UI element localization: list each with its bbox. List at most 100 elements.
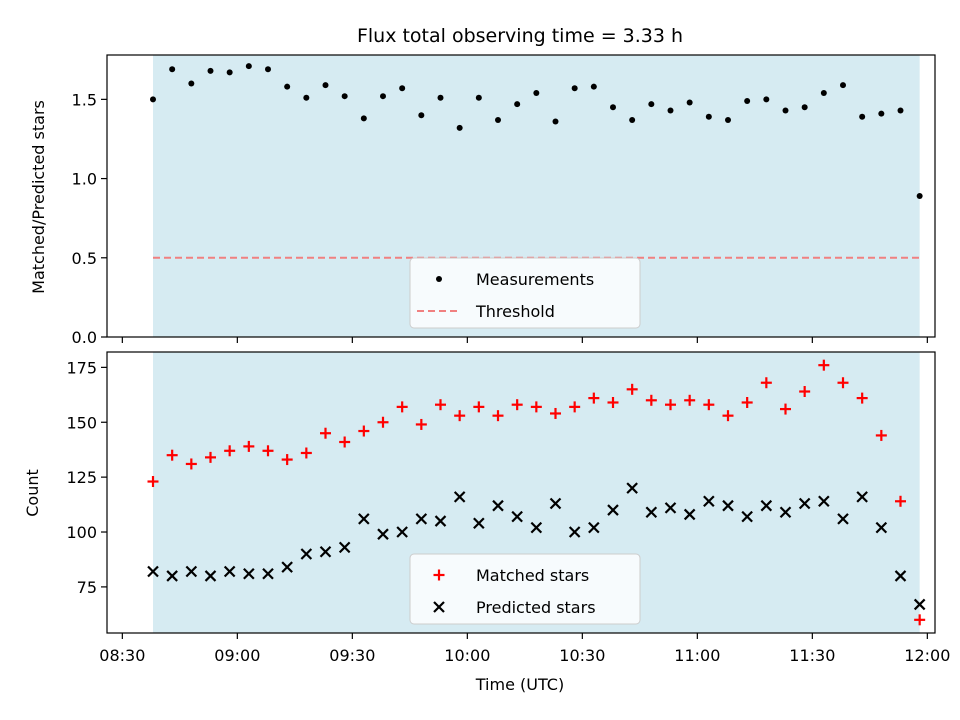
matched-star-point (703, 399, 715, 411)
legend-item: Threshold (417, 302, 555, 321)
predicted-star-point (588, 521, 600, 534)
axes-frame (106, 54, 936, 338)
measurement-point (648, 101, 655, 108)
measurement-point (590, 83, 597, 90)
bottom-panel-counts: 75 100 125 150 175 08:30 09:00 09:30 10:00 10:30 1… (66, 351, 950, 665)
measurement-point (629, 116, 636, 123)
matched-star-point (262, 445, 274, 457)
matched-star-point (607, 396, 619, 408)
x-tick-label: 09:30 (329, 646, 375, 665)
matched-star-point (895, 495, 906, 507)
y-tick-label: 75 (77, 578, 97, 597)
predicted-star-point (166, 570, 178, 582)
matched-star-point (377, 416, 389, 428)
legend-dot-marker (436, 276, 442, 282)
matched-star-point (435, 399, 446, 411)
measurement-point (226, 69, 233, 76)
y-tick-label: 100 (66, 523, 97, 542)
predicted-star-point (703, 495, 715, 508)
measurement-point (284, 83, 291, 90)
matched-star-point (530, 401, 542, 413)
measurement-point (475, 94, 482, 101)
matched-star-point (645, 394, 657, 406)
matched-star-point (837, 377, 849, 389)
legend-x-marker (433, 601, 445, 613)
matched-star-point (415, 418, 427, 430)
predicted-star-point (626, 482, 638, 494)
measurement-point (820, 90, 827, 97)
matched-star-point (320, 427, 331, 439)
measurement-point (418, 112, 425, 119)
matched-star-point (626, 383, 638, 395)
predicted-star-point (568, 526, 581, 538)
measurement-point (380, 93, 386, 100)
matched-star-point (454, 410, 466, 422)
matched-star-point (339, 436, 351, 448)
predicted-star-point (415, 513, 428, 525)
measurement-point (207, 67, 214, 74)
predicted-star-point (319, 545, 332, 558)
measurement-point (878, 110, 885, 117)
predicted-star-point (664, 502, 677, 514)
measurement-point (514, 101, 521, 108)
matched-star-point (569, 401, 581, 413)
measurement-point (322, 82, 329, 89)
predicted-star-point (281, 561, 293, 573)
predicted-star-point (223, 565, 236, 578)
matched-star-point (722, 410, 734, 422)
top-y-axis-label: Matched/Predicted stars (29, 100, 48, 294)
measurement-point (245, 63, 252, 70)
measurement-point (610, 104, 616, 111)
matched-star-point (300, 447, 312, 459)
legend-label: Threshold (475, 302, 555, 321)
measurement-point (571, 85, 578, 92)
predicted-star-point (300, 548, 313, 560)
matched-star-point (760, 377, 772, 389)
matched-star-point (684, 394, 696, 406)
measurement-point (840, 82, 846, 89)
matched-star-point (588, 392, 600, 404)
matched-star-point (396, 401, 408, 413)
measurement-point (360, 115, 367, 122)
matched-star-point (665, 399, 676, 411)
matched-star-point (741, 396, 753, 408)
legend: Matched stars Predicted stars (409, 553, 641, 625)
x-tick-label: 11:30 (789, 646, 835, 665)
predicted-star-point (875, 521, 888, 534)
legend: Measurements Threshold (409, 257, 641, 329)
predicted-star-point (760, 499, 773, 512)
predicted-star-point (913, 598, 926, 611)
measurement-point (533, 90, 540, 97)
bottom-y-axis-label: Count (23, 469, 42, 517)
matched-star-point (243, 440, 255, 452)
predicted-star-point (358, 513, 370, 525)
measurement-point (341, 93, 348, 100)
y-tick-label: 1.0 (72, 170, 97, 189)
measurement-point (265, 66, 271, 73)
predicted-star-point (434, 515, 447, 527)
matched-star-point (205, 451, 216, 463)
predicted-star-point (722, 499, 734, 512)
measurement-point (437, 94, 444, 101)
y-tick-label: 175 (66, 358, 97, 377)
matched-star-point (799, 386, 811, 398)
x-tick-label: 12:00 (904, 646, 950, 665)
axes-frame (106, 351, 936, 634)
predicted-star-point (453, 491, 466, 503)
legend-item: Matched stars (433, 566, 589, 585)
predicted-star-point (741, 510, 753, 523)
matched-star-point (550, 407, 561, 419)
legend-item: Predicted stars (433, 598, 596, 617)
matched-star-point (358, 425, 370, 437)
measurement-point (303, 94, 310, 101)
measurement-point (859, 113, 866, 120)
y-tick-label: 150 (66, 413, 97, 432)
predicted-star-point (530, 521, 543, 534)
predicted-star-point (837, 513, 849, 525)
x-tick-label: 10:00 (444, 646, 490, 665)
matched-star-point (185, 458, 197, 470)
predicted-star-point (549, 497, 562, 510)
x-axis-label: Time (UTC) (475, 675, 564, 694)
predicted-star-point (856, 491, 868, 503)
